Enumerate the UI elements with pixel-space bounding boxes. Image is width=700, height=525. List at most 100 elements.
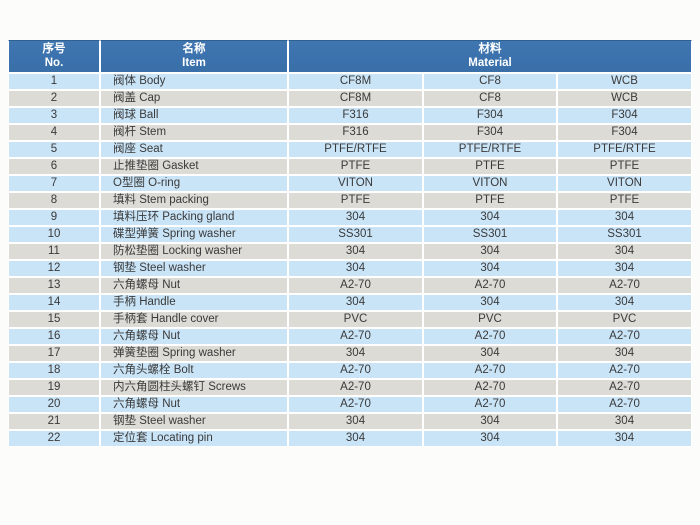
item-name-cell: 阀座 Seat (100, 141, 288, 158)
table-row: 1 阀体 Body CF8M CF8 WCB (8, 73, 692, 90)
row-number-cell: 22 (8, 430, 100, 447)
material-cell: A2-70 (557, 379, 692, 396)
material-cell: F304 (557, 124, 692, 141)
item-name-cell: 手柄套 Handle cover (100, 311, 288, 328)
table-row: 19 内六角圆柱头螺钉 Screws A2-70 A2-70 A2-70 (8, 379, 692, 396)
material-cell: A2-70 (288, 277, 423, 294)
header-no-zh: 序号 (42, 43, 66, 55)
row-number-cell: 15 (8, 311, 100, 328)
item-name-cell: 六角螺母 Nut (100, 396, 288, 413)
table-row: 11 防松垫圈 Locking washer 304 304 304 (8, 243, 692, 260)
material-cell: F304 (557, 107, 692, 124)
material-cell: A2-70 (288, 396, 423, 413)
item-name-cell: 碟型弹簧 Spring washer (100, 226, 288, 243)
material-cell: 304 (423, 209, 557, 226)
item-name-cell: 弹簧垫圈 Spring washer (100, 345, 288, 362)
table-row: 18 六角头螺栓 Bolt A2-70 A2-70 A2-70 (8, 362, 692, 379)
row-number-cell: 7 (8, 175, 100, 192)
table-row: 2 阀盖 Cap CF8M CF8 WCB (8, 90, 692, 107)
row-number-cell: 8 (8, 192, 100, 209)
material-cell: 304 (557, 345, 692, 362)
row-number-cell: 6 (8, 158, 100, 175)
item-name-cell: 六角螺母 Nut (100, 328, 288, 345)
material-cell: 304 (423, 430, 557, 447)
item-name-cell: 阀杆 Stem (100, 124, 288, 141)
row-number-cell: 18 (8, 362, 100, 379)
material-cell: 304 (423, 294, 557, 311)
row-number-cell: 19 (8, 379, 100, 396)
row-number-cell: 12 (8, 260, 100, 277)
row-number-cell: 4 (8, 124, 100, 141)
material-cell: PTFE (557, 158, 692, 175)
table-body: 1 阀体 Body CF8M CF8 WCB 2 阀盖 Cap CF8M CF8 WCB 3 阀球 B… (8, 73, 692, 447)
item-name-cell: 填料压环 Packing gland (100, 209, 288, 226)
material-cell: 304 (557, 209, 692, 226)
item-name-cell: O型圈 O-ring (100, 175, 288, 192)
item-name-cell: 定位套 Locating pin (100, 430, 288, 447)
material-cell: PTFE (288, 158, 423, 175)
row-number-cell: 11 (8, 243, 100, 260)
row-number-cell: 20 (8, 396, 100, 413)
table-row: 12 钢垫 Steel washer 304 304 304 (8, 260, 692, 277)
table-row: 14 手柄 Handle 304 304 304 (8, 294, 692, 311)
item-name-cell: 钢垫 Steel washer (100, 413, 288, 430)
material-cell: CF8M (288, 90, 423, 107)
row-number-cell: 9 (8, 209, 100, 226)
table-header: 序号 No. 名称 Item 材料 Material (8, 40, 692, 73)
material-cell: PVC (288, 311, 423, 328)
table-row: 15 手柄套 Handle cover PVC PVC PVC (8, 311, 692, 328)
material-cell: 304 (423, 243, 557, 260)
material-cell: A2-70 (423, 362, 557, 379)
header-item-en: Item (182, 57, 206, 69)
parts-materials-table: 序号 No. 名称 Item 材料 Material 1 阀体 Body CF8M C… (8, 40, 692, 447)
header-row: 序号 No. 名称 Item 材料 Material (8, 40, 692, 73)
material-cell: 304 (288, 209, 423, 226)
header-material-zh: 材料 (478, 43, 502, 55)
material-cell: 304 (557, 430, 692, 447)
table-row: 4 阀杆 Stem F316 F304 F304 (8, 124, 692, 141)
material-cell: 304 (423, 260, 557, 277)
item-name-cell: 防松垫圈 Locking washer (100, 243, 288, 260)
material-cell: 304 (423, 413, 557, 430)
material-cell: F316 (288, 107, 423, 124)
material-cell: 304 (288, 413, 423, 430)
material-cell: A2-70 (557, 328, 692, 345)
material-cell: 304 (288, 243, 423, 260)
material-cell: 304 (288, 430, 423, 447)
item-name-cell: 阀球 Ball (100, 107, 288, 124)
material-cell: 304 (288, 345, 423, 362)
material-cell: VITON (557, 175, 692, 192)
item-name-cell: 填料 Stem packing (100, 192, 288, 209)
material-cell: 304 (557, 413, 692, 430)
header-material: 材料 Material (288, 40, 692, 73)
header-no: 序号 No. (8, 40, 100, 73)
table-row: 20 六角螺母 Nut A2-70 A2-70 A2-70 (8, 396, 692, 413)
material-cell: A2-70 (288, 379, 423, 396)
material-cell: A2-70 (423, 328, 557, 345)
material-cell: 304 (423, 345, 557, 362)
header-item-zh: 名称 (182, 43, 206, 55)
material-cell: A2-70 (557, 277, 692, 294)
item-name-cell: 钢垫 Steel washer (100, 260, 288, 277)
material-cell: A2-70 (423, 396, 557, 413)
material-cell: A2-70 (423, 379, 557, 396)
table-row: 16 六角螺母 Nut A2-70 A2-70 A2-70 (8, 328, 692, 345)
table-row: 3 阀球 Ball F316 F304 F304 (8, 107, 692, 124)
material-cell: SS301 (288, 226, 423, 243)
material-cell: SS301 (557, 226, 692, 243)
material-cell: WCB (557, 73, 692, 90)
material-cell: F304 (423, 107, 557, 124)
table-row: 22 定位套 Locating pin 304 304 304 (8, 430, 692, 447)
header-no-en: No. (44, 57, 64, 69)
table-row: 9 填料压环 Packing gland 304 304 304 (8, 209, 692, 226)
material-cell: 304 (288, 294, 423, 311)
material-cell: CF8 (423, 90, 557, 107)
row-number-cell: 16 (8, 328, 100, 345)
material-cell: WCB (557, 90, 692, 107)
material-cell: VITON (423, 175, 557, 192)
material-cell: A2-70 (557, 362, 692, 379)
item-name-cell: 手柄 Handle (100, 294, 288, 311)
material-cell: CF8M (288, 73, 423, 90)
material-cell: PVC (557, 311, 692, 328)
row-number-cell: 10 (8, 226, 100, 243)
